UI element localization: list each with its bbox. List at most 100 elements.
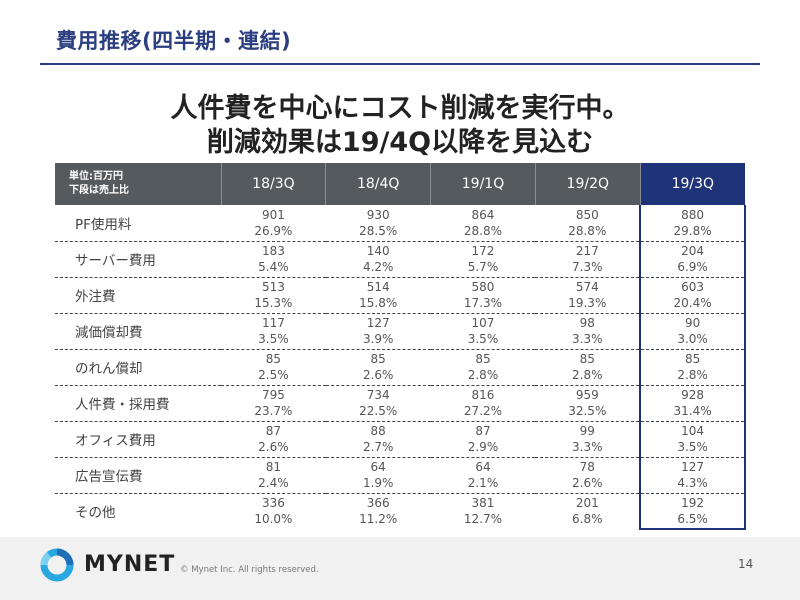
cost-value: 201 xyxy=(575,496,599,511)
sales-ratio: 2.5% xyxy=(258,368,289,382)
value-cell: 78 2.6% xyxy=(535,457,641,494)
row-label: サーバー費用 xyxy=(55,241,221,278)
row-label: 減価償却費 xyxy=(55,313,221,350)
sales-ratio: 28.8% xyxy=(568,223,607,238)
value-cell: 603 20.4% xyxy=(639,277,746,314)
value-cell: 217 7.3% xyxy=(535,241,641,278)
cost-value: 336 xyxy=(261,496,285,511)
value-cell: 98 3.3% xyxy=(535,313,641,350)
sales-ratio: 19.3% xyxy=(568,296,607,310)
table-row: その他 336 10.0% 366 11.2% 381 12.7% 201 6.8% 192 6.5… xyxy=(55,493,746,530)
sales-ratio: 5.4% xyxy=(258,260,289,274)
cost-value: 85 xyxy=(579,352,595,366)
value-cell: 928 31.4% xyxy=(639,385,746,422)
cost-value: 85 xyxy=(684,352,701,366)
sales-ratio: 15.8% xyxy=(359,296,398,310)
sales-ratio: 2.7% xyxy=(362,440,394,454)
value-cell: 336 10.0% xyxy=(221,493,326,529)
sales-ratio: 5.7% xyxy=(467,260,499,274)
cost-value: 117 xyxy=(261,316,285,330)
cost-table: 単位:百万円 下段は売上比 18/3Q 18/4Q 19/1Q 19/2Q 19… xyxy=(55,163,746,530)
value-cell: 513 15.3% xyxy=(221,277,326,314)
cost-value: 85 xyxy=(265,352,282,366)
page-number: 14 xyxy=(738,557,754,571)
sales-ratio: 4.2% xyxy=(362,260,394,274)
value-cell: 88 2.7% xyxy=(325,421,431,458)
table-row: 減価償却費 117 3.5% 127 3.9% 107 3.5% 98 3.3% 90 3.0% xyxy=(55,313,746,350)
cost-value: 88 xyxy=(370,424,386,438)
sales-ratio: 20.4% xyxy=(673,296,712,310)
cost-value: 64 xyxy=(370,460,386,474)
cost-value: 81 xyxy=(265,460,282,474)
sales-ratio: 2.6% xyxy=(572,476,603,490)
column-header: 18/4Q xyxy=(325,163,432,205)
logo-text: MYNET xyxy=(84,552,176,577)
row-label: のれん償却 xyxy=(55,349,221,386)
value-cell: 85 2.8% xyxy=(430,349,536,386)
cost-value: 959 xyxy=(575,388,599,402)
sales-ratio: 26.9% xyxy=(254,223,293,238)
cost-value: 64 xyxy=(475,460,491,474)
value-cell: 201 6.8% xyxy=(535,493,640,529)
sales-ratio: 3.5% xyxy=(258,332,289,346)
sales-ratio: 28.8% xyxy=(463,223,503,238)
value-cell: 930 28.5% xyxy=(325,205,431,242)
cost-value: 603 xyxy=(681,280,705,294)
cost-value: 87 xyxy=(265,424,282,438)
cost-value: 574 xyxy=(575,280,599,294)
value-cell: 81 2.4% xyxy=(221,457,326,494)
footer-band xyxy=(0,537,800,600)
sales-ratio: 6.9% xyxy=(677,260,708,274)
sales-ratio: 31.4% xyxy=(673,404,712,418)
sales-ratio: 6.8% xyxy=(572,512,603,527)
value-cell: 381 12.7% xyxy=(431,493,536,529)
value-cell: 816 27.2% xyxy=(430,385,536,422)
sales-ratio: 3.3% xyxy=(572,440,603,454)
sales-ratio: 28.5% xyxy=(359,223,398,238)
value-cell: 85 2.8% xyxy=(639,349,746,386)
sales-ratio: 2.8% xyxy=(677,368,708,382)
table-row: PF使用料 901 26.9% 930 28.5% 864 28.8% 850 28.8% 880… xyxy=(55,205,746,242)
row-label: PF使用料 xyxy=(55,205,221,242)
value-cell: 580 17.3% xyxy=(430,277,536,314)
sales-ratio: 4.3% xyxy=(677,476,708,490)
sales-ratio: 29.8% xyxy=(673,223,712,238)
row-label: オフィス費用 xyxy=(55,421,221,458)
table-row: 広告宣伝費 81 2.4% 64 1.9% 64 2.1% 78 2.6% 127 4.3% xyxy=(55,457,746,494)
cost-value: 734 xyxy=(366,388,390,402)
sales-ratio: 17.3% xyxy=(463,296,503,310)
value-cell: 204 6.9% xyxy=(639,241,746,278)
cost-value: 85 xyxy=(370,352,386,366)
cost-value: 204 xyxy=(681,244,705,258)
sales-ratio: 3.9% xyxy=(362,332,394,346)
cost-value: 140 xyxy=(366,244,390,258)
slide-title: 費用推移(四半期・連結) xyxy=(56,29,292,53)
sales-ratio: 22.5% xyxy=(359,404,398,418)
headline-line-2: 削減効果は19/4Q以降を見込む xyxy=(206,127,594,158)
cost-value: 514 xyxy=(366,280,390,294)
cost-value: 107 xyxy=(471,316,495,330)
table-row: 外注費 513 15.3% 514 15.8% 580 17.3% 574 19.3% 603 20… xyxy=(55,277,746,314)
row-label: その他 xyxy=(75,505,116,522)
sales-ratio: 2.8% xyxy=(572,368,603,382)
sales-ratio: 12.7% xyxy=(463,512,503,527)
cost-value: 183 xyxy=(261,244,285,258)
cost-value: 850 xyxy=(575,207,599,222)
sales-ratio: 2.9% xyxy=(467,440,499,454)
sales-ratio: 1.9% xyxy=(362,476,394,490)
value-cell: 864 28.8% xyxy=(430,205,536,242)
column-header: 19/1Q xyxy=(430,163,536,205)
table-row: オフィス費用 87 2.6% 88 2.7% 87 2.9% 99 3.3% 104 3.5% xyxy=(55,421,746,458)
value-cell: 127 4.3% xyxy=(639,457,746,494)
sales-ratio: 15.3% xyxy=(254,296,293,310)
cost-value: 580 xyxy=(471,280,495,294)
table-header-row: 単位:百万円 下段は売上比 18/3Q 18/4Q 19/1Q 19/2Q 19… xyxy=(55,163,745,205)
value-cell: 90 3.0% xyxy=(639,313,746,350)
cost-value: 99 xyxy=(579,424,595,438)
sales-ratio: 32.5% xyxy=(568,404,607,418)
cost-value: 366 xyxy=(366,496,390,511)
unit-line-2: 下段は売上比 xyxy=(69,185,129,196)
value-cell: 850 28.8% xyxy=(535,205,641,242)
copyright-text: © Mynet Inc. All rights reserved. xyxy=(180,565,319,575)
value-cell: 64 2.1% xyxy=(430,457,536,494)
